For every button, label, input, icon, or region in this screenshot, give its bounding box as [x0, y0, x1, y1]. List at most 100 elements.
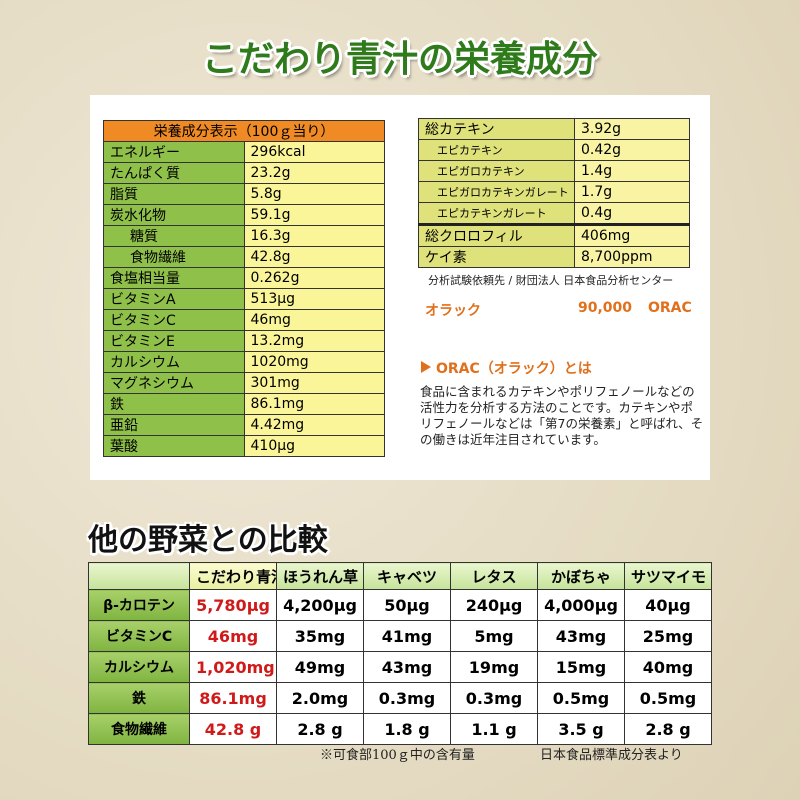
- table-row: 総カテキン 3.92g: [418, 118, 690, 140]
- label-cell: 糖質: [103, 225, 245, 247]
- value-cell: 59.1g: [243, 204, 385, 226]
- row-label: カルシウム: [88, 651, 190, 683]
- value-cell: 4,000μg: [537, 589, 625, 621]
- value-cell: 0.4g: [574, 202, 690, 225]
- table-row: β-カロテン 5,780μg 4,200μg 50μg 240μg 4,000μg 40μg: [88, 589, 712, 621]
- table-row: ビタミンC 46mg: [103, 309, 385, 331]
- value-cell: 40μg: [624, 589, 712, 621]
- value-cell: 42.8 g: [189, 713, 277, 745]
- table-row: エピカテキン 0.42g: [418, 139, 690, 161]
- value-cell: 3.5 g: [537, 713, 625, 745]
- page-title: こだわり青汁の栄養成分: [201, 39, 598, 80]
- table-row: マグネシウム 301mg: [103, 372, 385, 394]
- table-row: 葉酸 410μg: [103, 435, 385, 457]
- value-cell: 0.42g: [574, 139, 690, 161]
- value-cell: 23.2g: [243, 162, 385, 184]
- label-cell: 食物繊維: [103, 246, 245, 268]
- table-row: 炭水化物 59.1g: [103, 204, 385, 226]
- label-cell: エピガロカテキン: [418, 160, 575, 182]
- value-cell: 1.8 g: [363, 713, 451, 745]
- value-cell: 240μg: [450, 589, 538, 621]
- orac-heading: ORAC（オラック）とは: [436, 361, 592, 377]
- value-cell: 46mg: [243, 309, 385, 331]
- value-cell: 1020mg: [243, 351, 385, 373]
- value-cell: 86.1mg: [189, 682, 277, 714]
- value-cell: 42.8g: [243, 246, 385, 268]
- value-cell: 40mg: [624, 651, 712, 683]
- row-label: 鉄: [88, 682, 190, 714]
- value-cell: 513μg: [243, 288, 385, 310]
- value-cell: 5.8g: [243, 183, 385, 205]
- table-row: ビタミンC 46mg 35mg 41mg 5mg 43mg 25mg: [88, 620, 712, 652]
- nutrition-table: 栄養成分表示（100ｇ当り） エネルギー 296kcal たんぱく質 23.2g 脂質 5.…: [103, 120, 385, 457]
- source-note: 分析試験依頼先 / 財団法人 日本食品分析センター: [428, 274, 674, 287]
- value-cell: 19mg: [450, 651, 538, 683]
- orac-value: 90,000: [578, 300, 633, 316]
- table-row: 脂質 5.8g: [103, 183, 385, 205]
- value-cell: 0.5mg: [537, 682, 625, 714]
- table-row: ビタミンE 13.2mg: [103, 330, 385, 352]
- value-cell: 0.5mg: [624, 682, 712, 714]
- table-row: 食物繊維 42.8g: [103, 246, 385, 268]
- header-cell: 栄養成分表示（100ｇ当り）: [103, 120, 385, 142]
- label-cell: ビタミンC: [103, 309, 245, 331]
- value-cell: 2.8 g: [276, 713, 364, 745]
- arrow-icon: [421, 361, 431, 373]
- value-cell: 301mg: [243, 372, 385, 394]
- value-cell: 4,200μg: [276, 589, 364, 621]
- table-row: たんぱく質 23.2g: [103, 162, 385, 184]
- label-cell: 総カテキン: [418, 118, 575, 140]
- orac-text: 食品に含まれるカテキンやポリフェノールなどの活性力を分析する方法のことです。カテ…: [420, 384, 704, 447]
- label-cell: エネルギー: [103, 141, 245, 163]
- value-cell: 49mg: [276, 651, 364, 683]
- value-cell: 1.7g: [574, 181, 690, 203]
- table-row: 鉄 86.1mg: [103, 393, 385, 415]
- label-cell: マグネシウム: [103, 372, 245, 394]
- row-label: ビタミンC: [88, 620, 190, 652]
- table-row: ケイ素 8,700ppm: [418, 246, 690, 268]
- label-cell: エピカテキンガレート: [418, 202, 575, 225]
- column-header: かぼちゃ: [537, 562, 625, 590]
- value-cell: 296kcal: [243, 141, 385, 163]
- value-cell: 1.1 g: [450, 713, 538, 745]
- table-row: カルシウム 1,020mg 49mg 43mg 19mg 15mg 40mg: [88, 651, 712, 683]
- column-header: ほうれん草: [276, 562, 364, 590]
- table-row: 鉄 86.1mg 2.0mg 0.3mg 0.3mg 0.5mg 0.5mg: [88, 682, 712, 714]
- value-cell: 1,020mg: [189, 651, 277, 683]
- label-cell: 亜鉛: [103, 414, 245, 436]
- table-row: 食物繊維 42.8 g 2.8 g 1.8 g 1.1 g 3.5 g 2.8 g: [88, 713, 712, 745]
- table-row: エピガロカテキン 1.4g: [418, 160, 690, 182]
- footnote: ※可食部100ｇ中の含有量: [320, 748, 475, 763]
- value-cell: 50μg: [363, 589, 451, 621]
- table-row: エネルギー 296kcal: [103, 141, 385, 163]
- label-cell: 鉄: [103, 393, 245, 415]
- value-cell: 5,780μg: [189, 589, 277, 621]
- value-cell: 0.262g: [243, 267, 385, 289]
- value-cell: 1.4g: [574, 160, 690, 182]
- value-cell: 406mg: [574, 223, 690, 247]
- value-cell: 46mg: [189, 620, 277, 652]
- catechin-table: 総カテキン 3.92g エピカテキン 0.42g エピガロカテキン 1.4g エピガロカテキ…: [418, 118, 690, 268]
- value-cell: 15mg: [537, 651, 625, 683]
- label-cell: 葉酸: [103, 435, 245, 457]
- value-cell: 86.1mg: [243, 393, 385, 415]
- value-cell: 41mg: [363, 620, 451, 652]
- column-header: キャベツ: [363, 562, 451, 590]
- orac-unit: ORAC: [648, 300, 692, 316]
- corner-cell: [88, 562, 190, 590]
- value-cell: 0.3mg: [450, 682, 538, 714]
- table-row: 総クロロフィル 406mg: [418, 223, 690, 247]
- value-cell: 16.3g: [243, 225, 385, 247]
- label-cell: 総クロロフィル: [418, 223, 575, 247]
- label-cell: 脂質: [103, 183, 245, 205]
- value-cell: 13.2mg: [243, 330, 385, 352]
- table-row: 糖質 16.3g: [103, 225, 385, 247]
- value-cell: 0.3mg: [363, 682, 451, 714]
- value-cell: 35mg: [276, 620, 364, 652]
- value-cell: 43mg: [537, 620, 625, 652]
- value-cell: 2.0mg: [276, 682, 364, 714]
- label-cell: 食塩相当量: [103, 267, 245, 289]
- column-header: こだわり青汁: [189, 562, 277, 590]
- label-cell: ビタミンA: [103, 288, 245, 310]
